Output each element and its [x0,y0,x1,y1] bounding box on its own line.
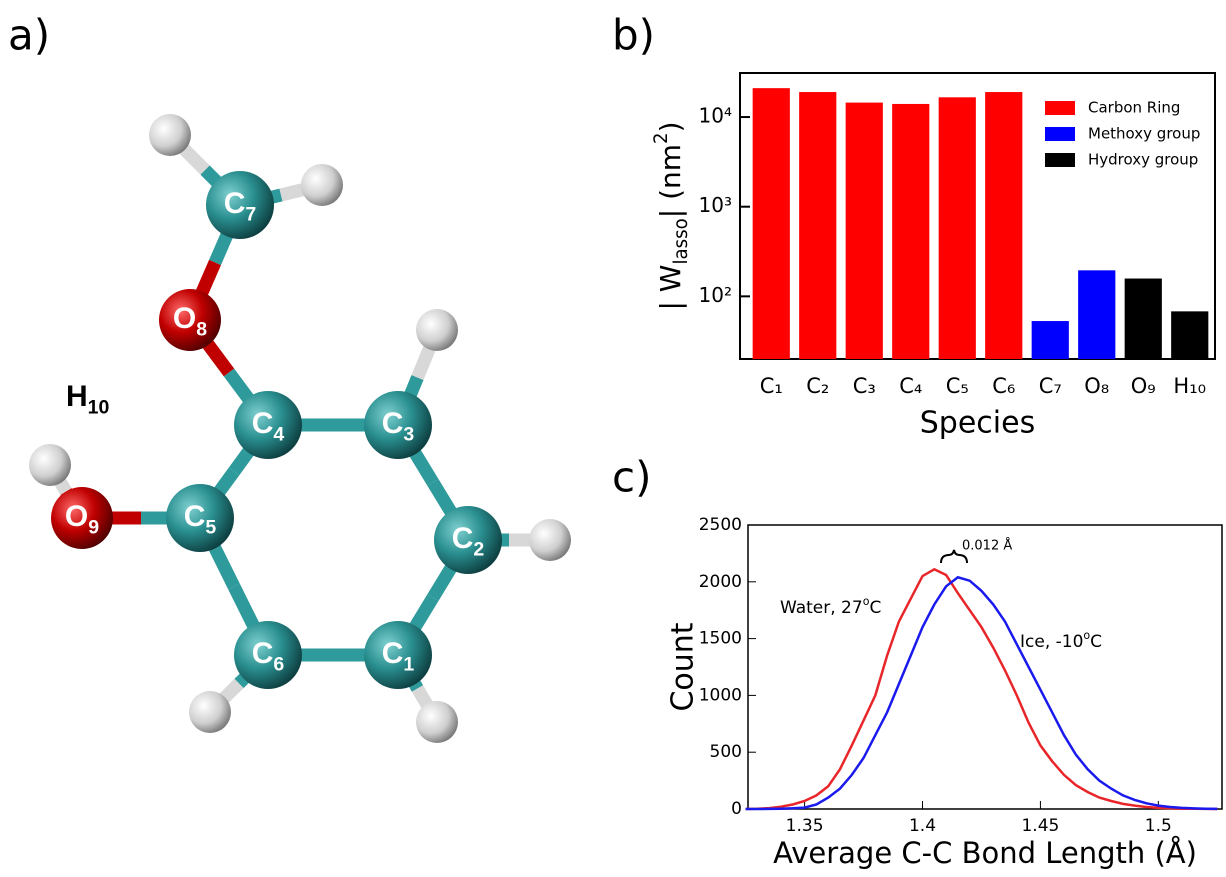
legend-swatch [1045,127,1075,141]
bar [1125,279,1162,359]
atom-label-part: O [65,500,88,533]
hydroxyl-label-part: H [66,380,88,413]
legend-label: Hydroxy group [1088,151,1198,169]
atom-label-part: C [184,500,206,533]
y-tick-label: 10³ [699,193,732,217]
x-tick-label: C₂ [806,374,829,398]
panel-label: a) [8,11,50,60]
x-tick-label: H₁₀ [1173,374,1206,398]
bar [799,92,836,359]
hydroxyl-label: H10​ [66,380,110,419]
hydroxyl-label-part: 10 [88,397,110,419]
x-tick-label: O₈ [1084,374,1109,398]
annotation: Ice, -10o​C [1020,629,1102,652]
atom-label-part: C [382,637,404,670]
atom-label-part: C [252,637,274,670]
page: {"molecule": {"panel_label": "a)", "atom… [0,0,1226,877]
y-axis-label-part: | W [654,265,687,311]
y-axis-label: Count [666,622,701,711]
hydrogen-atom [416,309,458,351]
x-tick-label: C₄ [899,374,922,398]
bar [939,97,976,359]
atom-label-part: C [452,522,474,555]
y-tick-label: 500 [710,742,742,762]
atom-label-part: 4 [273,424,284,446]
annotation-part: C [1090,632,1102,652]
plot-frame [748,525,1222,809]
bar [1078,270,1115,359]
x-tick-label: C₆ [992,374,1015,398]
atom-label-part: 2 [473,539,484,561]
y-tick-label: 10² [699,283,732,307]
annotation-part: Water, 27 [780,598,863,618]
x-tick-label: O₉ [1131,374,1156,398]
atom-label-part: 7 [245,204,256,226]
y-axis-label: | Wlasso​| (nm2​) [651,121,692,310]
legend-swatch [1045,153,1075,167]
bar [985,92,1022,359]
bar [1032,321,1069,359]
figure: a)C7​O8​C4​C3​C2​C1​C6​C5​O9​H10​b)10²10… [0,0,1226,877]
panel-label: b) [612,11,655,60]
y-tick-label: 1500 [699,629,742,649]
y-axis-label-part: 2 [651,132,672,144]
atom-label-part: 1 [403,654,414,676]
bar [892,104,929,359]
atom-label-part: C [382,407,404,440]
annotation: Water, 27o​C [780,595,881,618]
y-tick-label: 10⁴ [699,104,732,128]
x-tick-label: C₇ [1039,374,1062,398]
atom-label-part: 3 [403,424,414,446]
bar [1171,311,1208,359]
annotation-part: C [869,598,881,618]
legend-label: Carbon Ring [1088,99,1180,117]
annotation: 0.012 Å [962,538,1012,554]
hydrogen-atom [189,691,231,733]
legend-swatch [1045,101,1075,115]
atom-label-part: 6 [273,654,284,676]
x-tick-label: C₃ [853,374,876,398]
x-tick-label: 1.35 [786,816,824,836]
atom-label-part: 5 [205,517,216,539]
bar [846,103,883,359]
x-axis-label: Species [920,406,1035,441]
x-axis-label: Average C-C Bond Length (Å) [773,836,1197,870]
bar [753,88,790,359]
x-tick-label: C₁ [760,374,783,398]
legend-label: Methoxy group [1088,125,1200,143]
x-tick-label: 1.4 [909,816,936,836]
y-axis-label-part: lasso [671,218,692,264]
y-axis-label-part: | (nm [654,144,687,218]
y-tick-label: 2500 [699,515,742,535]
y-tick-label: 0 [731,799,742,819]
panel-label: c) [612,453,651,502]
x-tick-label: 1.45 [1021,816,1059,836]
hydrogen-atom [301,164,343,206]
y-tick-label: 1000 [699,685,742,705]
y-axis-label-part: ) [654,121,687,132]
hydrogen-atom [416,701,458,743]
y-tick-label: 2000 [699,572,742,592]
x-tick-label: C₅ [946,374,969,398]
hydrogen-atom [149,114,191,156]
atom-label-part: 8 [196,319,207,341]
annotation-part: Ice, -10 [1020,632,1083,652]
x-tick-label: 1.5 [1145,816,1172,836]
atom-label-part: O [173,302,196,335]
atom-label-part: C [224,187,246,220]
hydrogen-atom [529,519,571,561]
atom-label-part: C [252,407,274,440]
atom-label-part: 9 [88,517,99,539]
hydrogen-atom [29,444,71,486]
